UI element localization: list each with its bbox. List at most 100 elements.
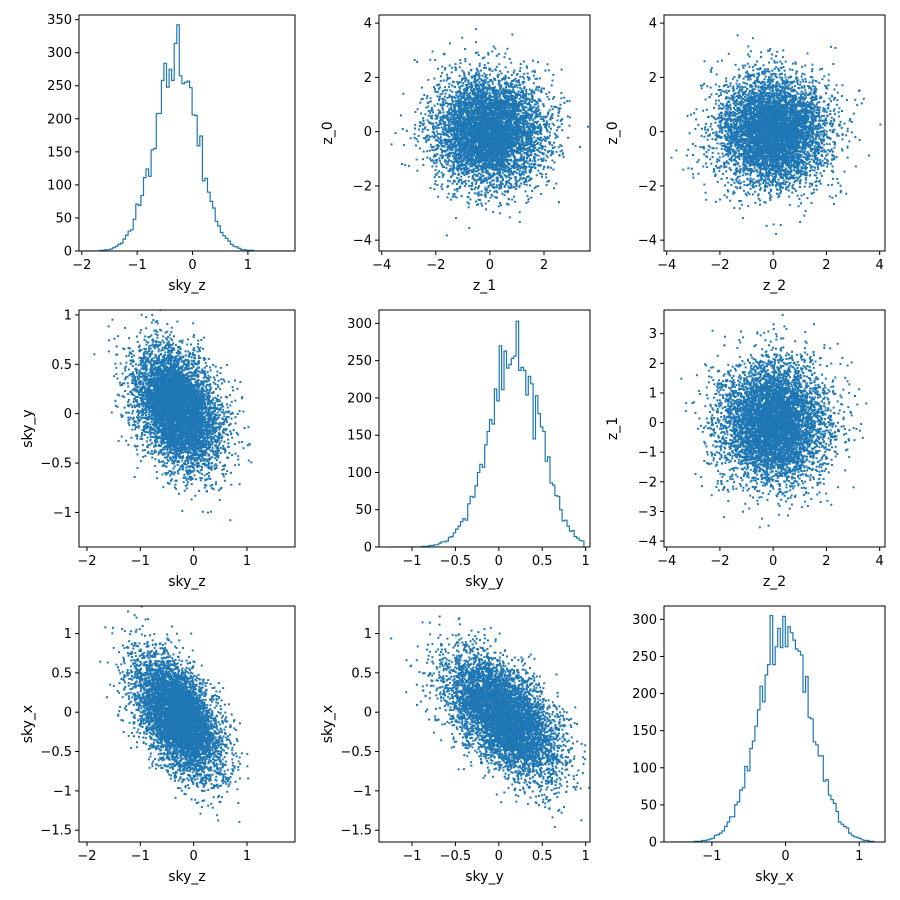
scatter-point — [429, 143, 432, 146]
scatter-point — [523, 183, 526, 186]
scatter-point — [451, 182, 454, 185]
scatter-point — [513, 69, 516, 72]
scatter-point — [490, 80, 493, 83]
scatter-point — [505, 112, 508, 115]
scatter-point — [516, 129, 519, 132]
scatter-point — [546, 128, 548, 131]
scatter-point — [482, 88, 485, 91]
scatter-point — [453, 155, 456, 158]
scatter-point — [560, 145, 563, 148]
scatter-point — [553, 161, 556, 164]
scatter-point — [556, 135, 559, 138]
scatter-point — [477, 193, 480, 196]
scatter-point — [524, 94, 527, 97]
scatter-point — [499, 88, 502, 91]
scatter-point — [430, 146, 433, 148]
scatter-point — [465, 98, 468, 101]
scatter-point — [495, 180, 498, 183]
scatter-point — [441, 100, 444, 103]
scatter-point — [531, 144, 534, 147]
scatter-point — [498, 85, 501, 88]
scatter-point — [515, 187, 517, 190]
scatter-point — [468, 82, 471, 85]
scatter-point — [503, 166, 506, 169]
scatter-point — [560, 123, 563, 126]
scatter-point — [551, 79, 554, 82]
scatter-point — [504, 66, 507, 69]
scatter-point — [559, 103, 562, 106]
scatter-point — [442, 117, 445, 120]
scatter-point — [550, 166, 553, 169]
scatter-point — [483, 177, 486, 180]
scatter-point — [421, 128, 424, 131]
scatter-point — [525, 157, 528, 160]
scatter-point — [472, 75, 475, 77]
scatter-point — [496, 97, 499, 100]
scatter-point — [461, 69, 464, 72]
scatter-point — [528, 88, 531, 91]
scatter-point — [496, 109, 498, 112]
scatter-point — [440, 126, 443, 129]
scatter-point — [528, 119, 531, 122]
scatter-point — [476, 146, 479, 149]
scatter-point — [483, 125, 486, 128]
scatter-point — [464, 80, 467, 83]
scatter-point — [434, 154, 437, 157]
scatter-point — [507, 121, 510, 123]
scatter-point — [494, 158, 497, 161]
scatter-point — [440, 154, 443, 157]
scatter-point — [459, 115, 461, 117]
scatter-point — [482, 174, 484, 177]
scatter-point — [483, 64, 486, 67]
scatter-point — [510, 159, 513, 162]
scatter-point — [481, 87, 484, 89]
scatter-point — [453, 114, 456, 117]
scatter-point — [529, 143, 532, 146]
scatter-point — [439, 79, 442, 82]
scatter-point — [501, 182, 504, 185]
scatter-point — [489, 103, 492, 106]
scatter-point — [457, 181, 460, 183]
scatter-point — [442, 149, 444, 152]
scatter-point — [470, 83, 473, 86]
scatter-point — [490, 175, 493, 178]
scatter-point — [435, 130, 438, 133]
scatter-point — [465, 115, 468, 118]
scatter-point — [431, 159, 434, 162]
scatter-point — [510, 97, 513, 100]
scatter-point — [453, 143, 456, 146]
scatter-point — [524, 111, 527, 114]
scatter-point — [533, 156, 536, 159]
scatter-point — [466, 130, 469, 133]
scatter-point — [495, 54, 498, 57]
scatter-point — [512, 186, 515, 189]
scatter-point — [447, 140, 450, 143]
scatter-point — [500, 125, 502, 128]
scatter-point — [504, 155, 507, 158]
scatter-point — [454, 123, 457, 126]
scatter-point — [478, 138, 481, 140]
scatter-point — [484, 177, 487, 179]
scatter-point — [513, 91, 516, 94]
scatter-point — [530, 167, 533, 170]
scatter-point — [481, 74, 484, 77]
scatter-point — [483, 141, 486, 144]
scatter-point — [416, 169, 419, 172]
scatter-point — [497, 162, 500, 165]
scatter-point — [450, 126, 453, 129]
scatter-point — [482, 57, 484, 60]
scatter-point — [530, 149, 533, 152]
scatter-point — [528, 114, 531, 117]
scatter-point — [531, 59, 534, 62]
scatter-point — [475, 80, 478, 83]
scatter-point — [450, 66, 453, 69]
scatter-point — [503, 142, 506, 145]
scatter-point — [470, 143, 473, 146]
scatter-point — [449, 120, 452, 123]
scatter-point — [517, 92, 520, 95]
scatter-point — [484, 150, 487, 153]
scatter-point — [468, 73, 471, 76]
scatter-point — [525, 183, 528, 186]
scatter-point — [481, 82, 484, 85]
scatter-point — [539, 143, 542, 146]
